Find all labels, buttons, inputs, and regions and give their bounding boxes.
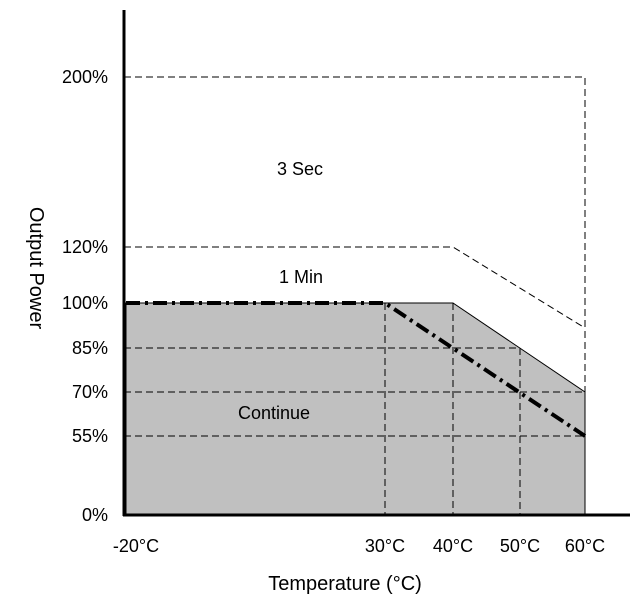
continue-area [125, 302, 586, 516]
y-tick-label-200: 200% [62, 67, 108, 87]
series-derating-dash-dot-line [126, 301, 587, 438]
series-3-sec-boundary [124, 76, 586, 515]
y-tick-label-100: 100% [62, 293, 108, 313]
gridline-layer [124, 303, 585, 515]
x-axis-title: Temperature (°C) [268, 573, 422, 595]
y-axis-title: Output Power [25, 207, 47, 330]
annotation-continue: Continue [238, 403, 310, 423]
series-line-layer [124, 76, 587, 515]
plot-fill-layer [125, 302, 586, 516]
y-tick-label-55: 55% [72, 426, 108, 446]
y-tick-label-120: 120% [62, 237, 108, 257]
y-tick-label-70: 70% [72, 382, 108, 402]
x-tick-label-neg20: -20°C [113, 536, 159, 556]
axes-layer [122, 10, 630, 517]
series-1-min-line [124, 246, 586, 329]
x-tick-label-60: 60°C [565, 536, 605, 556]
text-layer: 0% 55% 70% 85% 100% 120% 200% -20°C 30°C 40°C 50°C… [25, 67, 605, 595]
x-tick-label-40: 40°C [433, 536, 473, 556]
y-tick-label-0: 0% [82, 505, 108, 525]
x-tick-label-30: 30°C [365, 536, 405, 556]
x-tick-label-50: 50°C [500, 536, 540, 556]
y-tick-label-85: 85% [72, 338, 108, 358]
annotation-3-sec: 3 Sec [277, 159, 323, 179]
annotation-1-min: 1 Min [279, 267, 323, 287]
